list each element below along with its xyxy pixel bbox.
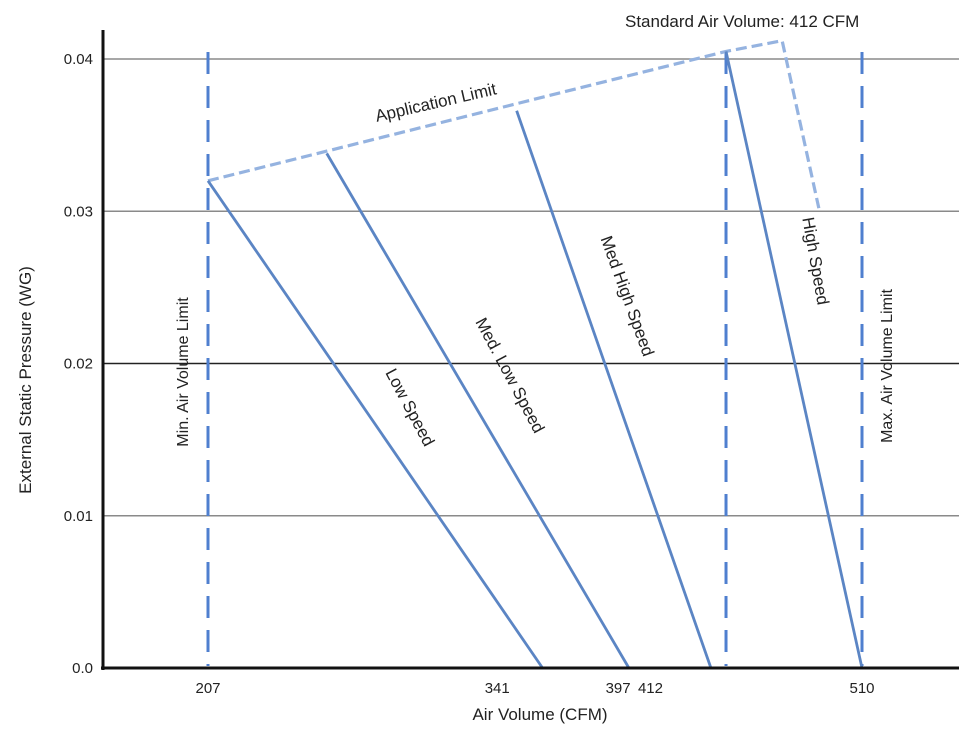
series-label: Med High Speed bbox=[597, 233, 658, 359]
application-limit-label: Application Limit bbox=[373, 79, 498, 125]
x-tick-label: 510 bbox=[849, 680, 874, 697]
x-axis-title: Air Volume (CFM) bbox=[472, 705, 607, 724]
y-tick-label: 0.03 bbox=[64, 203, 93, 220]
series-layer bbox=[206, 51, 864, 669]
series-line-2 bbox=[515, 110, 713, 669]
x-tick-label: 412 bbox=[638, 680, 663, 697]
standard-air-volume-label: Standard Air Volume: 412 CFM bbox=[625, 12, 859, 31]
series-line-3 bbox=[724, 51, 864, 669]
limit-layer bbox=[206, 38, 864, 666]
y-tick-label: 0.04 bbox=[64, 51, 93, 68]
y-tick-label: 0.02 bbox=[64, 356, 93, 373]
series-line-1 bbox=[325, 152, 631, 669]
vertical-limit-label: Max. Air Volume Limit bbox=[879, 289, 896, 443]
y-axis-title: External Static Pressure (WG) bbox=[16, 266, 35, 494]
x-tick-label: 207 bbox=[195, 680, 220, 697]
series-label: High Speed bbox=[798, 216, 832, 307]
grid-layer bbox=[103, 58, 959, 517]
vertical-limit-label: Min. Air Volume Limit bbox=[175, 297, 192, 447]
application-limit-line bbox=[207, 38, 821, 209]
series-line-0 bbox=[206, 180, 544, 669]
y-tick-label: 0.0 bbox=[72, 660, 93, 677]
y-tick-label: 0.01 bbox=[64, 508, 93, 525]
x-tick-label: 397 bbox=[606, 680, 631, 697]
axis-layer: 0.0 0.01 0.02 0.03 0.04 207 341 397 412 510 bbox=[64, 30, 959, 697]
series-label: Low Speed bbox=[381, 365, 438, 449]
x-tick-label: 341 bbox=[485, 680, 510, 697]
